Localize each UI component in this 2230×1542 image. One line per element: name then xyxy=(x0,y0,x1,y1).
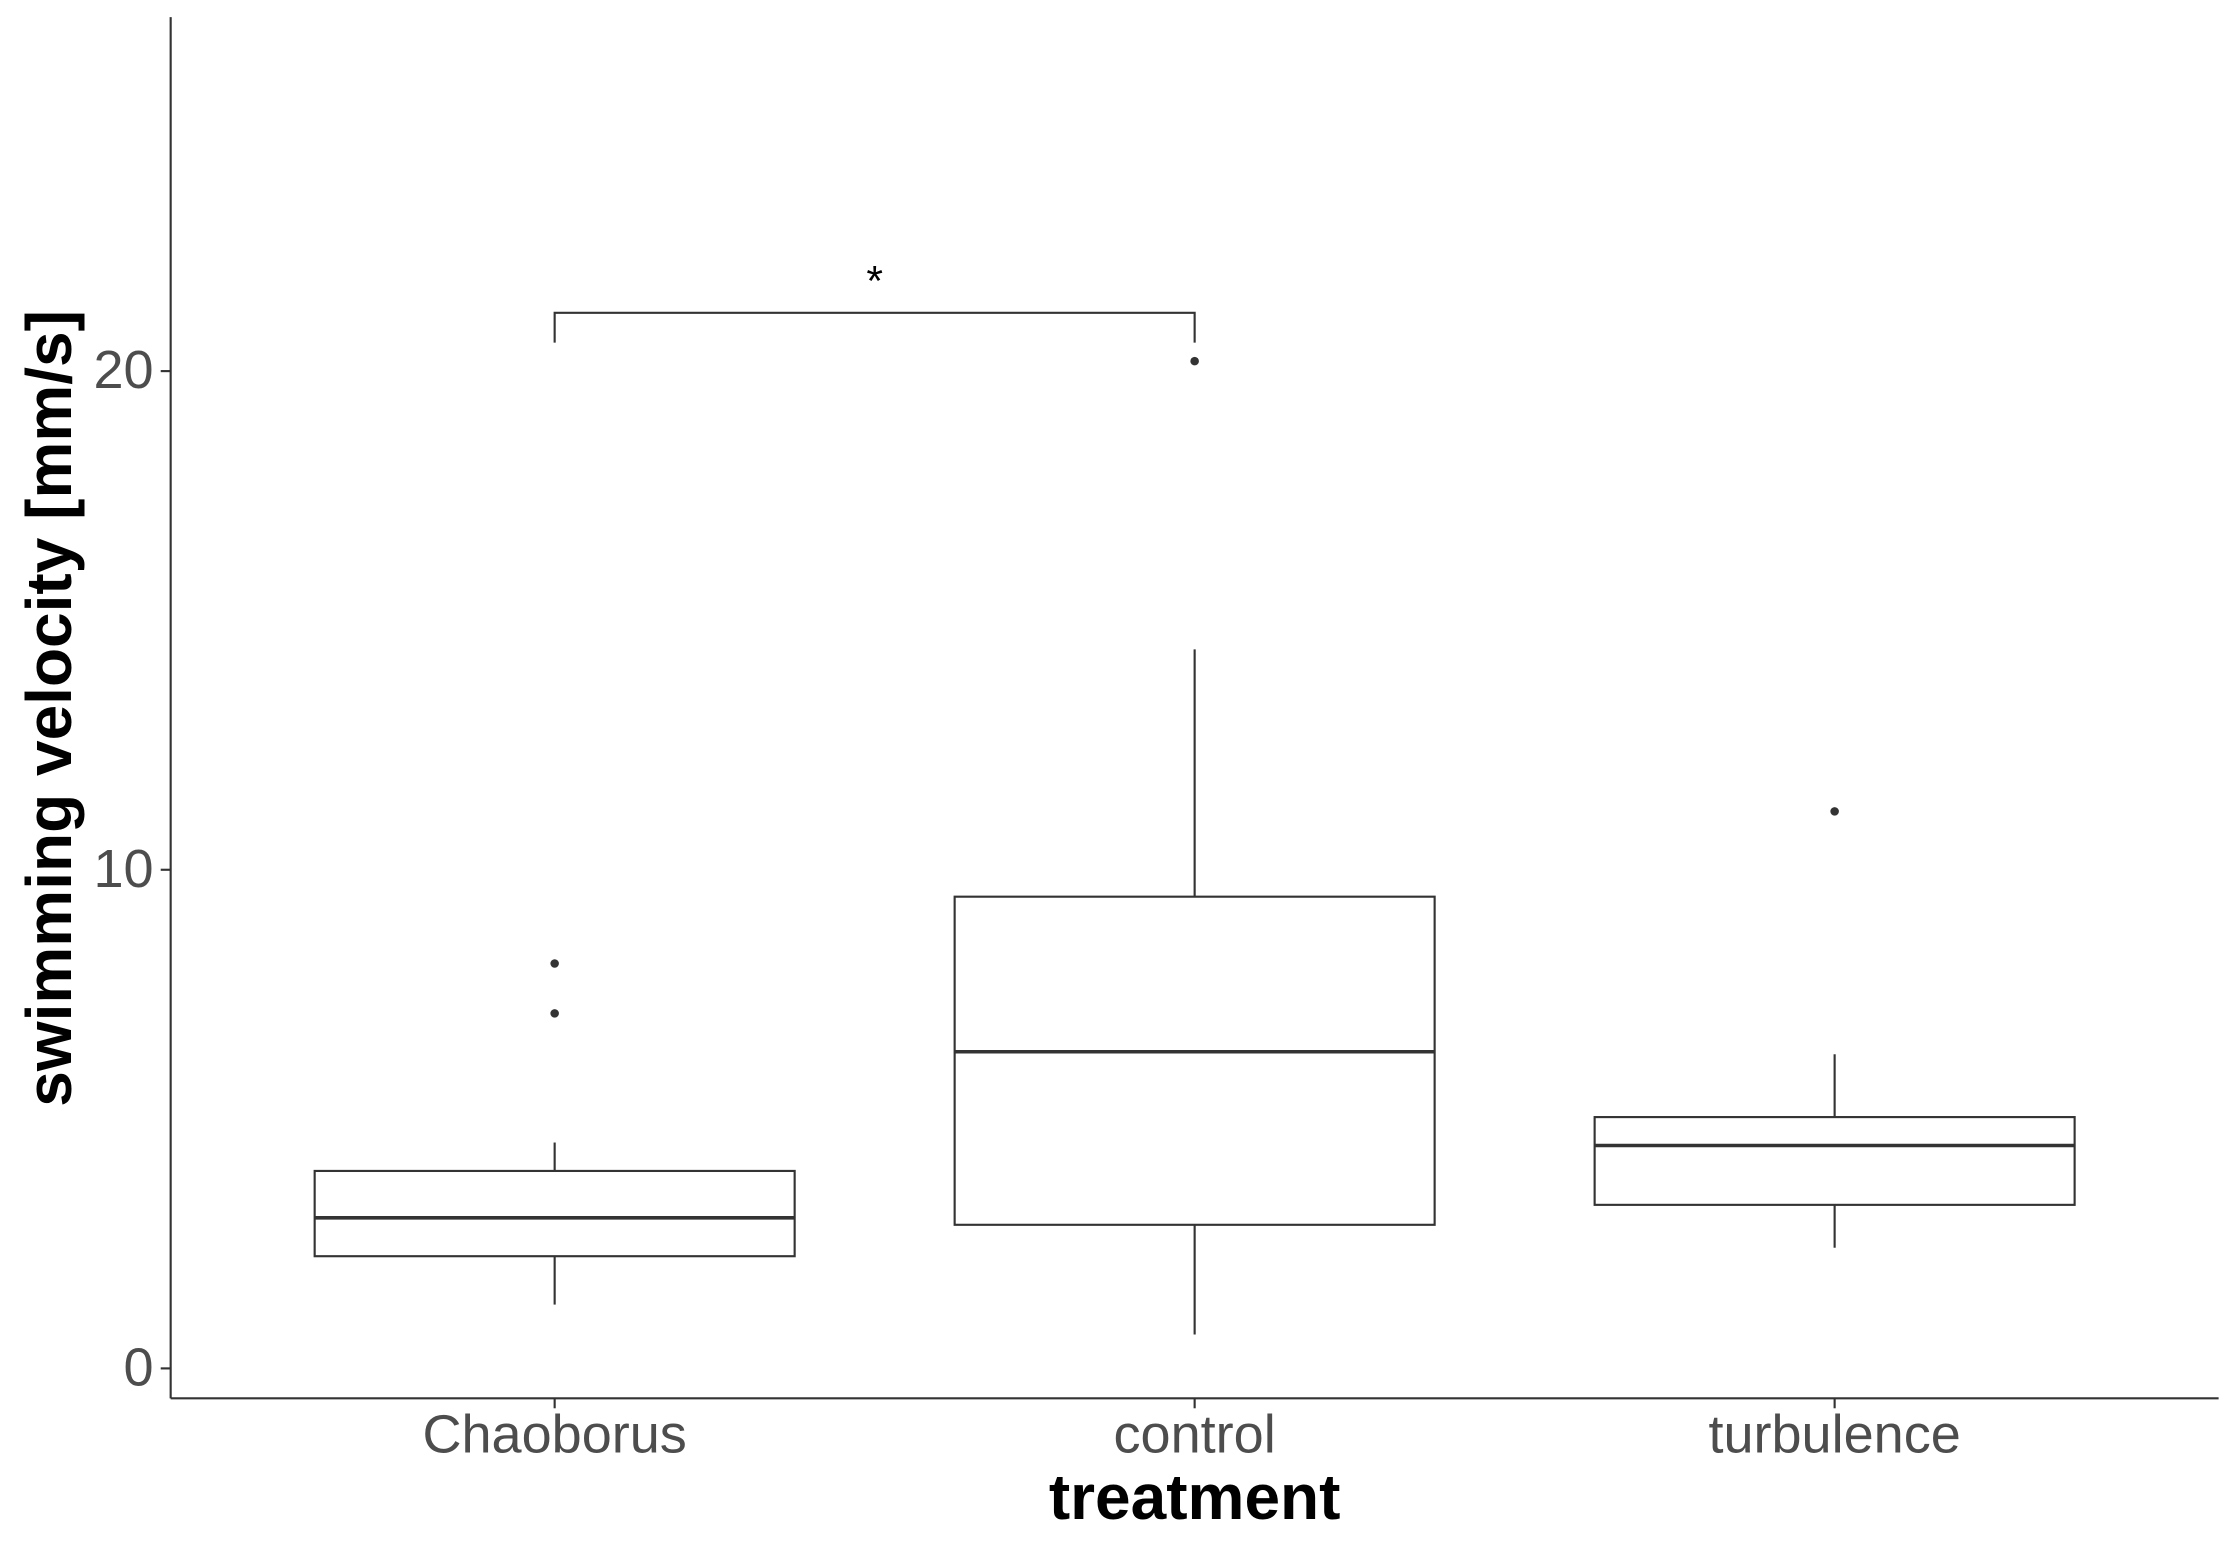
outlier xyxy=(550,1009,559,1018)
x-tick-label: turbulence xyxy=(1708,1404,1960,1464)
y-tick-label: 0 xyxy=(124,1338,154,1398)
x-tick-label: control xyxy=(1114,1404,1276,1464)
x-tick-label: Chaoborus xyxy=(423,1404,687,1464)
box xyxy=(313,1169,796,1258)
y-tick-label: 20 xyxy=(93,340,153,400)
box xyxy=(953,895,1436,1226)
box xyxy=(1593,1116,2076,1206)
y-axis-title: swimming velocity [mm/s] xyxy=(13,310,85,1107)
x-axis-title: treatment xyxy=(1049,1461,1341,1533)
outlier xyxy=(1190,356,1199,366)
outlier xyxy=(1830,807,1839,816)
y-tick-label: 10 xyxy=(93,839,153,899)
significance-bracket xyxy=(553,311,1196,343)
outlier xyxy=(550,959,559,968)
significance-label: * xyxy=(866,258,883,306)
